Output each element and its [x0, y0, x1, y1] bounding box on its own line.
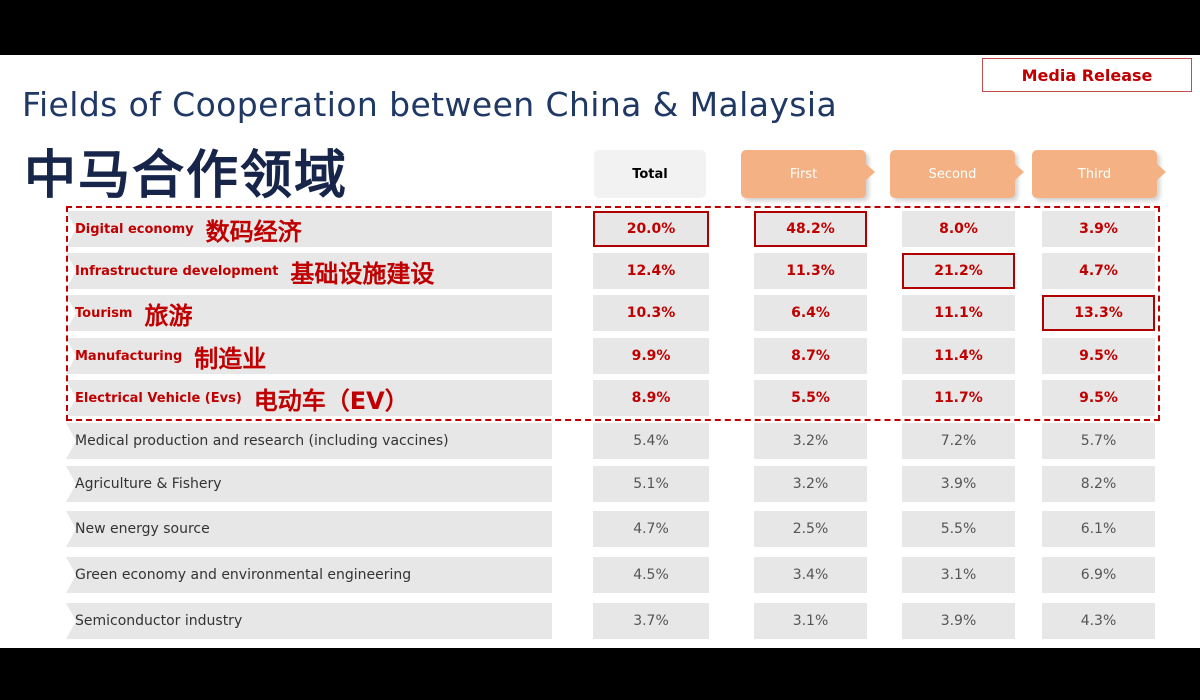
row-label-english: New energy source — [75, 521, 210, 537]
cell-total: 9.9% — [593, 338, 709, 374]
cell-second: 11.1% — [902, 295, 1015, 331]
cell-second: 3.9% — [902, 466, 1015, 502]
row-label-english: Agriculture & Fishery — [75, 476, 222, 492]
cell-total: 5.1% — [593, 466, 709, 502]
cell-first: 6.4% — [754, 295, 867, 331]
cell-second: 7.2% — [902, 423, 1015, 459]
cell-first: 2.5% — [754, 511, 867, 547]
row-label: Tourism 旅游 — [66, 295, 552, 331]
cell-total: 8.9% — [593, 380, 709, 416]
column-header-total: Total — [594, 150, 706, 198]
cell-second: 3.1% — [902, 557, 1015, 593]
row-label-chinese: 制造业 — [194, 344, 267, 373]
column-header-second: Second — [890, 150, 1024, 198]
row-label: Infrastructure development 基础设施建设 — [66, 253, 552, 289]
cell-total: 4.5% — [593, 557, 709, 593]
row-label-english: Semiconductor industry — [75, 613, 243, 629]
row-label-english: Infrastructure development — [75, 263, 279, 279]
cell-third: 9.5% — [1042, 338, 1155, 374]
cell-total: 3.7% — [593, 603, 709, 639]
cell-first: 3.2% — [754, 466, 867, 502]
row-label-english: Digital economy — [75, 221, 194, 237]
row-label-english: Medical production and research (includi… — [75, 433, 449, 449]
row-label-english: Tourism — [75, 305, 133, 321]
cell-total: 12.4% — [593, 253, 709, 289]
cell-total: 5.4% — [593, 423, 709, 459]
cell-total: 4.7% — [593, 511, 709, 547]
cell-third: 6.1% — [1042, 511, 1155, 547]
cell-second: 11.7% — [902, 380, 1015, 416]
title-english: Fields of Cooperation between China & Ma… — [22, 85, 838, 124]
column-header-first: First — [741, 150, 875, 198]
cell-first: 8.7% — [754, 338, 867, 374]
cell-third: 4.7% — [1042, 253, 1155, 289]
cell-first: 3.4% — [754, 557, 867, 593]
row-label: Digital economy 数码经济 — [66, 211, 552, 247]
cell-third: 13.3% — [1042, 295, 1155, 331]
column-header-third: Third — [1032, 150, 1166, 198]
cell-third: 8.2% — [1042, 466, 1155, 502]
cell-second: 3.9% — [902, 603, 1015, 639]
media-release-badge: Media Release — [982, 58, 1192, 92]
row-label-chinese: 基础设施建设 — [290, 259, 435, 288]
cell-first: 11.3% — [754, 253, 867, 289]
cell-second: 8.0% — [902, 211, 1015, 247]
cell-first: 3.1% — [754, 603, 867, 639]
title-chinese: 中马合作领域 — [24, 146, 349, 206]
row-label-chinese: 数码经济 — [205, 217, 302, 246]
cell-second: 21.2% — [902, 253, 1015, 289]
row-label: Medical production and research (includi… — [66, 423, 552, 459]
cell-total: 20.0% — [593, 211, 709, 247]
cell-first: 48.2% — [754, 211, 867, 247]
cell-third: 3.9% — [1042, 211, 1155, 247]
cell-total: 10.3% — [593, 295, 709, 331]
row-label: Agriculture & Fishery — [66, 466, 552, 502]
cell-second: 11.4% — [902, 338, 1015, 374]
row-label: Manufacturing 制造业 — [66, 338, 552, 374]
cell-third: 5.7% — [1042, 423, 1155, 459]
row-label: Green economy and environmental engineer… — [66, 557, 552, 593]
row-label-english: Green economy and environmental engineer… — [75, 567, 412, 583]
cell-first: 3.2% — [754, 423, 867, 459]
row-label-chinese: 旅游 — [144, 301, 193, 330]
row-label: New energy source — [66, 511, 552, 547]
cell-first: 5.5% — [754, 380, 867, 416]
row-label-chinese: 电动车（EV） — [253, 386, 409, 415]
row-label-english: Electrical Vehicle (Evs) — [75, 390, 242, 406]
row-label-english: Manufacturing — [75, 348, 183, 364]
cell-third: 6.9% — [1042, 557, 1155, 593]
cell-third: 4.3% — [1042, 603, 1155, 639]
row-label: Semiconductor industry — [66, 603, 552, 639]
row-label: Electrical Vehicle (Evs) 电动车（EV） — [66, 380, 552, 416]
slide: Media Release Fields of Cooperation betw… — [0, 55, 1200, 648]
cell-second: 5.5% — [902, 511, 1015, 547]
cell-third: 9.5% — [1042, 380, 1155, 416]
